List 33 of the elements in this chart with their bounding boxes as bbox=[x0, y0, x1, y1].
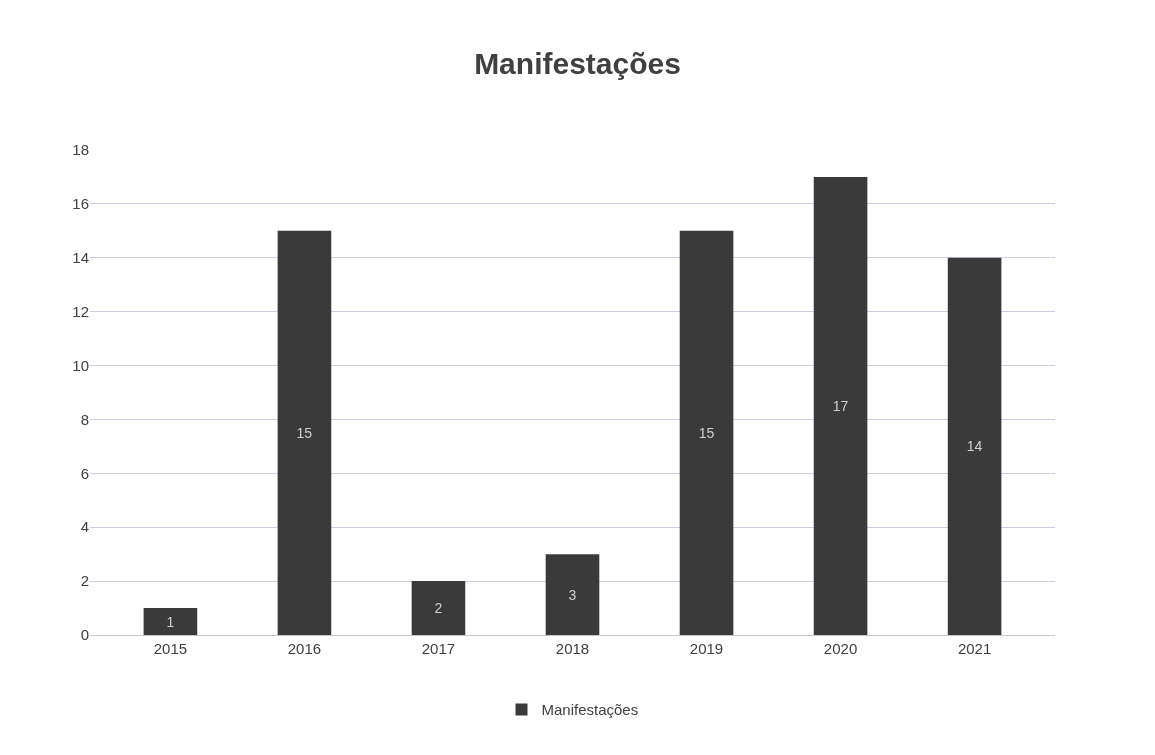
data-label: 15 bbox=[698, 424, 715, 441]
y-tick-label: 6 bbox=[80, 464, 89, 482]
data-label: 14 bbox=[966, 438, 983, 455]
y-tick-label: 18 bbox=[72, 141, 89, 159]
x-tick-label: 2021 bbox=[957, 640, 992, 657]
bar bbox=[411, 581, 466, 635]
bar bbox=[679, 230, 734, 635]
data-label: 1 bbox=[166, 613, 175, 630]
y-tick-label: 12 bbox=[72, 302, 89, 320]
y-tick-label: 0 bbox=[80, 626, 89, 644]
y-tick-label: 10 bbox=[72, 356, 89, 374]
x-tick-label: 2017 bbox=[421, 640, 456, 657]
y-tick-label: 14 bbox=[72, 249, 89, 267]
x-tick-label: 2015 bbox=[153, 640, 188, 657]
x-tick-label: 2018 bbox=[555, 640, 590, 657]
bar bbox=[947, 257, 1002, 635]
bar bbox=[143, 608, 198, 635]
y-tick-label: 8 bbox=[80, 410, 89, 428]
x-tick-label: 2016 bbox=[287, 640, 322, 657]
bar bbox=[545, 554, 600, 635]
bar bbox=[277, 230, 332, 635]
data-label: 2 bbox=[434, 600, 443, 617]
legend-label: Manifestações bbox=[541, 701, 639, 719]
y-tick-label: 4 bbox=[80, 518, 89, 536]
y-tick-label: 2 bbox=[80, 572, 89, 590]
bar bbox=[813, 176, 868, 635]
y-tick-label: 16 bbox=[72, 195, 89, 213]
chart-title: Manifestações bbox=[474, 46, 681, 80]
data-label: 15 bbox=[296, 424, 313, 441]
x-tick-label: 2019 bbox=[689, 640, 724, 657]
data-label: 3 bbox=[568, 586, 577, 603]
x-tick-label: 2020 bbox=[823, 640, 858, 657]
data-label: 17 bbox=[832, 397, 849, 414]
